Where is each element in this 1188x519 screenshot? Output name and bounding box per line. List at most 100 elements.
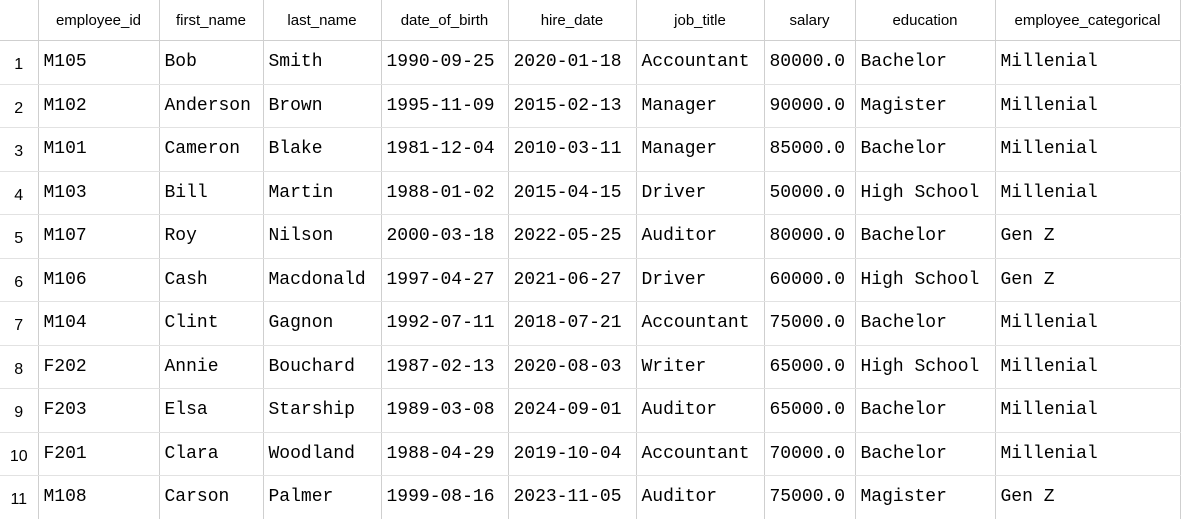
cell-employee-id[interactable]: M102	[38, 84, 160, 128]
column-header-salary[interactable]: salary	[764, 0, 856, 41]
cell-job-title[interactable]: Driver	[636, 171, 765, 215]
cell-date-of-birth[interactable]: 1988-01-02	[381, 171, 509, 215]
row-index-cell[interactable]: 9	[0, 388, 39, 433]
row-index-cell[interactable]: 3	[0, 127, 39, 172]
cell-employee-categorical[interactable]: Millenial	[995, 171, 1181, 215]
cell-salary[interactable]: 70000.0	[764, 432, 856, 476]
cell-employee-id[interactable]: M105	[38, 40, 160, 85]
cell-employee-categorical[interactable]: Gen Z	[995, 258, 1181, 302]
table-row[interactable]: 11 M108 Carson Palmer 1999-08-16 2023-11-05 Au…	[0, 475, 1181, 519]
cell-first-name[interactable]: Anderson	[159, 84, 264, 128]
cell-date-of-birth[interactable]: 2000-03-18	[381, 214, 509, 259]
cell-date-of-birth[interactable]: 1995-11-09	[381, 84, 509, 128]
table-row[interactable]: 5 M107 Roy Nilson 2000-03-18 2022-05-25 Audito…	[0, 214, 1181, 259]
column-header-first-name[interactable]: first_name	[159, 0, 264, 41]
cell-first-name[interactable]: Roy	[159, 214, 264, 259]
cell-education[interactable]: Bachelor	[855, 40, 996, 85]
cell-hire-date[interactable]: 2015-02-13	[508, 84, 637, 128]
cell-salary[interactable]: 80000.0	[764, 40, 856, 85]
cell-employee-categorical[interactable]: Millenial	[995, 127, 1181, 172]
row-index-cell[interactable]: 4	[0, 171, 39, 215]
table-row[interactable]: 6 M106 Cash Macdonald 1997-04-27 2021-06-27 Dr…	[0, 258, 1181, 302]
cell-job-title[interactable]: Auditor	[636, 475, 765, 519]
column-header-last-name[interactable]: last_name	[263, 0, 382, 41]
cell-last-name[interactable]: Nilson	[263, 214, 382, 259]
table-row[interactable]: 1 M105 Bob Smith 1990-09-25 2020-01-18 Account…	[0, 40, 1181, 85]
cell-education[interactable]: High School	[855, 171, 996, 215]
cell-last-name[interactable]: Blake	[263, 127, 382, 172]
cell-employee-categorical[interactable]: Gen Z	[995, 214, 1181, 259]
cell-salary[interactable]: 65000.0	[764, 345, 856, 389]
cell-date-of-birth[interactable]: 1987-02-13	[381, 345, 509, 389]
cell-education[interactable]: High School	[855, 258, 996, 302]
cell-salary[interactable]: 75000.0	[764, 301, 856, 346]
cell-employee-categorical[interactable]: Millenial	[995, 40, 1181, 85]
cell-last-name[interactable]: Palmer	[263, 475, 382, 519]
cell-hire-date[interactable]: 2019-10-04	[508, 432, 637, 476]
cell-date-of-birth[interactable]: 1988-04-29	[381, 432, 509, 476]
row-index-cell[interactable]: 11	[0, 475, 39, 519]
row-index-cell[interactable]: 2	[0, 84, 39, 128]
column-header-employee-categorical[interactable]: employee_categorical	[995, 0, 1181, 41]
cell-employee-id[interactable]: F201	[38, 432, 160, 476]
row-index-cell[interactable]: 10	[0, 432, 39, 476]
cell-job-title[interactable]: Auditor	[636, 214, 765, 259]
cell-employee-id[interactable]: M107	[38, 214, 160, 259]
cell-hire-date[interactable]: 2020-01-18	[508, 40, 637, 85]
table-row[interactable]: 9 F203 Elsa Starship 1989-03-08 2024-09-01 Aud…	[0, 388, 1181, 433]
cell-hire-date[interactable]: 2010-03-11	[508, 127, 637, 172]
cell-date-of-birth[interactable]: 1981-12-04	[381, 127, 509, 172]
cell-last-name[interactable]: Bouchard	[263, 345, 382, 389]
column-header-employee-id[interactable]: employee_id	[38, 0, 160, 41]
column-header-job-title[interactable]: job_title	[636, 0, 765, 41]
cell-employee-id[interactable]: F202	[38, 345, 160, 389]
cell-education[interactable]: High School	[855, 345, 996, 389]
cell-employee-id[interactable]: M106	[38, 258, 160, 302]
row-index-cell[interactable]: 7	[0, 301, 39, 346]
cell-salary[interactable]: 50000.0	[764, 171, 856, 215]
cell-last-name[interactable]: Martin	[263, 171, 382, 215]
cell-job-title[interactable]: Accountant	[636, 40, 765, 85]
cell-hire-date[interactable]: 2018-07-21	[508, 301, 637, 346]
column-header-hire-date[interactable]: hire_date	[508, 0, 637, 41]
cell-education[interactable]: Bachelor	[855, 214, 996, 259]
cell-education[interactable]: Bachelor	[855, 127, 996, 172]
cell-last-name[interactable]: Woodland	[263, 432, 382, 476]
cell-education[interactable]: Bachelor	[855, 301, 996, 346]
cell-job-title[interactable]: Writer	[636, 345, 765, 389]
table-row[interactable]: 2 M102 Anderson Brown 1995-11-09 2015-02-13 Ma…	[0, 84, 1181, 128]
cell-date-of-birth[interactable]: 1992-07-11	[381, 301, 509, 346]
cell-employee-id[interactable]: M108	[38, 475, 160, 519]
cell-employee-categorical[interactable]: Millenial	[995, 301, 1181, 346]
cell-job-title[interactable]: Driver	[636, 258, 765, 302]
row-index-cell[interactable]: 1	[0, 40, 39, 85]
cell-date-of-birth[interactable]: 1999-08-16	[381, 475, 509, 519]
cell-hire-date[interactable]: 2021-06-27	[508, 258, 637, 302]
cell-first-name[interactable]: Cameron	[159, 127, 264, 172]
cell-salary[interactable]: 85000.0	[764, 127, 856, 172]
table-row[interactable]: 8 F202 Annie Bouchard 1987-02-13 2020-08-03 Wr…	[0, 345, 1181, 389]
cell-salary[interactable]: 60000.0	[764, 258, 856, 302]
cell-first-name[interactable]: Cash	[159, 258, 264, 302]
cell-date-of-birth[interactable]: 1989-03-08	[381, 388, 509, 433]
cell-first-name[interactable]: Clara	[159, 432, 264, 476]
cell-hire-date[interactable]: 2023-11-05	[508, 475, 637, 519]
table-row[interactable]: 10 F201 Clara Woodland 1988-04-29 2019-10-04 A…	[0, 432, 1181, 476]
row-index-cell[interactable]: 5	[0, 214, 39, 259]
cell-education[interactable]: Bachelor	[855, 432, 996, 476]
cell-hire-date[interactable]: 2022-05-25	[508, 214, 637, 259]
cell-employee-categorical[interactable]: Gen Z	[995, 475, 1181, 519]
cell-education[interactable]: Magister	[855, 84, 996, 128]
cell-first-name[interactable]: Clint	[159, 301, 264, 346]
cell-job-title[interactable]: Auditor	[636, 388, 765, 433]
cell-last-name[interactable]: Gagnon	[263, 301, 382, 346]
cell-last-name[interactable]: Smith	[263, 40, 382, 85]
cell-date-of-birth[interactable]: 1990-09-25	[381, 40, 509, 85]
cell-hire-date[interactable]: 2024-09-01	[508, 388, 637, 433]
cell-salary[interactable]: 90000.0	[764, 84, 856, 128]
cell-education[interactable]: Bachelor	[855, 388, 996, 433]
cell-employee-id[interactable]: M103	[38, 171, 160, 215]
cell-last-name[interactable]: Brown	[263, 84, 382, 128]
table-row[interactable]: 4 M103 Bill Martin 1988-01-02 2015-04-15 Drive…	[0, 171, 1181, 215]
cell-employee-id[interactable]: M104	[38, 301, 160, 346]
